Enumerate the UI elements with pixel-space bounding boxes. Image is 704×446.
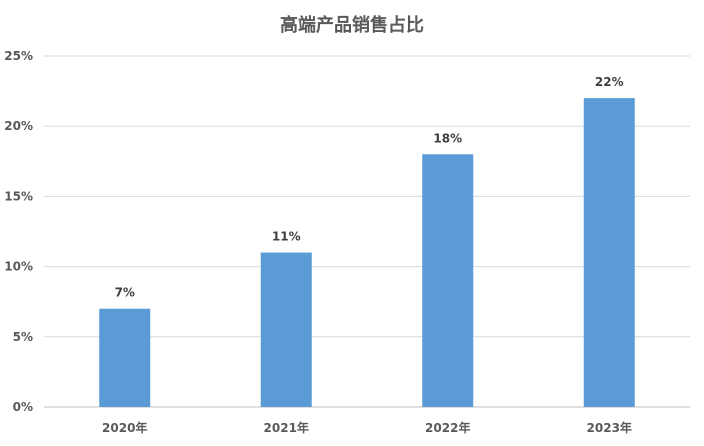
x-tick-label: 2021年 [264, 420, 309, 435]
chart-title: 高端产品销售占比 [280, 15, 424, 36]
y-tick-label: 0% [13, 400, 33, 414]
x-axis-tick-labels: 2020年 2021年 2022年 2023年 [102, 420, 632, 435]
gridlines [44, 55, 690, 408]
data-labels: 7% 11% 18% 22% [115, 75, 624, 300]
bar [260, 252, 312, 407]
bar [99, 308, 151, 407]
bars [99, 98, 635, 408]
bar [422, 154, 474, 407]
data-label: 11% [272, 230, 301, 244]
y-tick-label: 10% [4, 260, 33, 274]
y-axis-tick-labels: 0% 5% 10% 15% 20% 25% [4, 49, 33, 414]
y-tick-label: 15% [4, 189, 33, 203]
y-tick-label: 5% [13, 330, 33, 344]
x-tick-label: 2020年 [102, 420, 147, 435]
data-label: 22% [595, 75, 624, 89]
y-tick-label: 20% [4, 119, 33, 133]
x-tick-label: 2022年 [425, 420, 470, 435]
x-tick-label: 2023年 [587, 420, 632, 435]
data-label: 7% [115, 286, 135, 300]
bar [583, 98, 635, 408]
data-label: 18% [433, 131, 462, 145]
y-tick-label: 25% [4, 49, 33, 63]
